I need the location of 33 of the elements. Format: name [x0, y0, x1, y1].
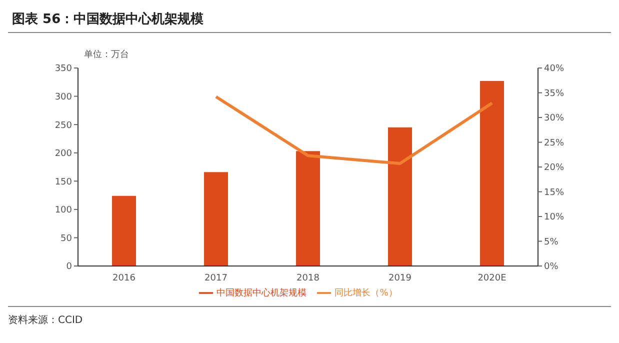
bar	[388, 127, 412, 266]
y-tick-label: 100	[54, 206, 72, 216]
y2-tick-label: 35%	[544, 88, 564, 99]
y2-tick-label: 25%	[544, 138, 564, 148]
bar	[204, 172, 228, 266]
bar	[480, 81, 504, 266]
y2-tick-label: 30%	[544, 114, 564, 124]
y-tick-label: 50	[60, 234, 72, 244]
line-series	[214, 95, 494, 166]
y2-tick-label: 0%	[544, 262, 559, 272]
x-tick-label: 2019	[388, 273, 412, 284]
y-tick-label: 150	[54, 177, 72, 188]
x-tick-label: 2020E	[478, 273, 507, 284]
y-tick-label: 200	[54, 149, 72, 160]
x-tick-label: 2016	[112, 273, 136, 284]
y-tick-label: 300	[54, 92, 72, 102]
x-tick-label: 2018	[296, 273, 320, 284]
y2-tick-label: 15%	[544, 188, 564, 198]
y-tick-label: 0	[66, 262, 72, 272]
bar	[112, 196, 136, 266]
y2-tick-label: 20%	[544, 163, 564, 174]
y2-tick-label: 10%	[544, 212, 564, 223]
chart-title: 图表 56：中国数据中心机架规模	[8, 8, 611, 33]
legend-label: 同比增长（%）	[334, 288, 398, 298]
y2-tick-label: 40%	[544, 64, 564, 74]
y-tick-label: 350	[54, 64, 72, 74]
legend-label: 中国数据中心机架规模	[216, 288, 307, 298]
bar	[296, 151, 320, 266]
y-axis-title: 单位：万台	[84, 48, 129, 61]
text: 资料来源：CCID	[8, 314, 84, 327]
y2-tick-label: 5%	[544, 237, 559, 248]
y-tick-label: 250	[54, 120, 72, 131]
x-tick-label: 2017	[204, 273, 228, 284]
